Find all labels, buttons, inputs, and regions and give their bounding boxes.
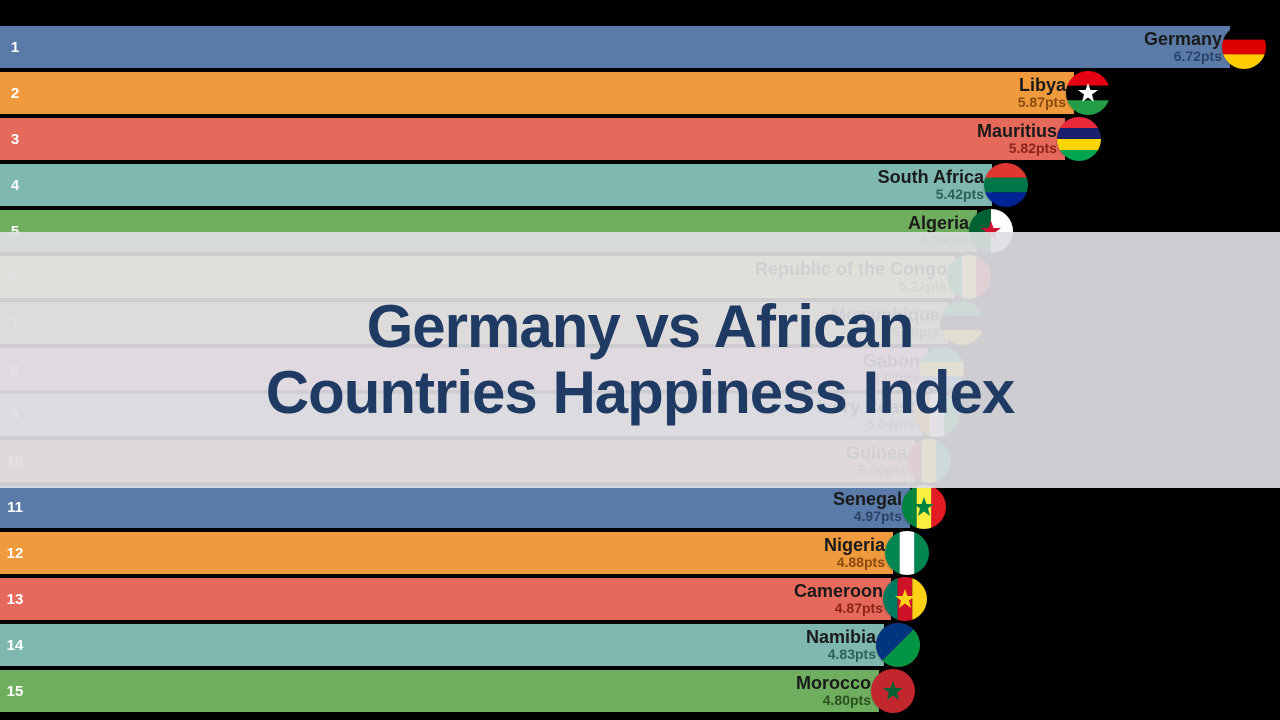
- rank-badge: 1: [0, 26, 30, 68]
- bar: Libya 5.87pts: [30, 72, 1074, 114]
- rank-badge: 15: [0, 670, 30, 712]
- bar-row: 2 Libya 5.87pts: [0, 72, 1074, 114]
- bar-label: Nigeria 4.88pts: [824, 536, 885, 570]
- rank-badge: 3: [0, 118, 30, 160]
- flag-icon: [1222, 25, 1266, 69]
- rank-badge: 13: [0, 578, 30, 620]
- bar: Morocco 4.80pts: [30, 670, 879, 712]
- bar-label: Namibia 4.83pts: [806, 628, 876, 662]
- flag-icon: [1066, 71, 1110, 115]
- bar-label: Cameroon 4.87pts: [794, 582, 883, 616]
- bar-row: 11 Senegal 4.97pts: [0, 486, 910, 528]
- points-value: 5.82pts: [977, 141, 1057, 156]
- bar-chart-race: 1 Germany 6.72pts 2 Libya 5.87pts 3 Maur…: [0, 0, 1280, 720]
- country-name: Cameroon: [794, 582, 883, 601]
- chart-title: Germany vs AfricanCountries Happiness In…: [266, 294, 1015, 426]
- bar-row: 4 South Africa 5.42pts: [0, 164, 992, 206]
- bar-row: 3 Mauritius 5.82pts: [0, 118, 1065, 160]
- points-value: 4.83pts: [806, 647, 876, 662]
- bar-label: Mauritius 5.82pts: [977, 122, 1057, 156]
- bar-row: 13 Cameroon 4.87pts: [0, 578, 891, 620]
- country-name: Nigeria: [824, 536, 885, 555]
- bar-label: South Africa 5.42pts: [878, 168, 984, 202]
- points-value: 5.42pts: [878, 187, 984, 202]
- country-name: Germany: [1144, 30, 1222, 49]
- rank-badge: 14: [0, 624, 30, 666]
- points-value: 5.87pts: [1018, 95, 1066, 110]
- country-name: South Africa: [878, 168, 984, 187]
- bar: Cameroon 4.87pts: [30, 578, 891, 620]
- flag-icon: [902, 485, 946, 529]
- bar-row: 14 Namibia 4.83pts: [0, 624, 884, 666]
- rank-badge: 12: [0, 532, 30, 574]
- country-name: Libya: [1018, 76, 1066, 95]
- points-value: 4.87pts: [794, 601, 883, 616]
- bar-row: 1 Germany 6.72pts: [0, 26, 1230, 68]
- rank-badge: 11: [0, 486, 30, 528]
- points-value: 6.72pts: [1144, 49, 1222, 64]
- flag-icon: [871, 669, 915, 713]
- bar-label: Libya 5.87pts: [1018, 76, 1066, 110]
- bar: Germany 6.72pts: [30, 26, 1230, 68]
- flag-icon: [883, 577, 927, 621]
- points-value: 4.80pts: [796, 693, 871, 708]
- bar-label: Morocco 4.80pts: [796, 674, 871, 708]
- bar: Senegal 4.97pts: [30, 486, 910, 528]
- points-value: 4.97pts: [833, 509, 902, 524]
- country-name: Namibia: [806, 628, 876, 647]
- bar: Nigeria 4.88pts: [30, 532, 893, 574]
- bar-label: Germany 6.72pts: [1144, 30, 1222, 64]
- rank-badge: 2: [0, 72, 30, 114]
- flag-icon: [876, 623, 920, 667]
- flag-icon: [984, 163, 1028, 207]
- points-value: 4.88pts: [824, 555, 885, 570]
- bar-row: 15 Morocco 4.80pts: [0, 670, 879, 712]
- bar: South Africa 5.42pts: [30, 164, 992, 206]
- country-name: Senegal: [833, 490, 902, 509]
- rank-badge: 4: [0, 164, 30, 206]
- country-name: Algeria: [908, 214, 969, 233]
- bar: Namibia 4.83pts: [30, 624, 884, 666]
- bar-label: Senegal 4.97pts: [833, 490, 902, 524]
- bar: Mauritius 5.82pts: [30, 118, 1065, 160]
- bar-row: 12 Nigeria 4.88pts: [0, 532, 893, 574]
- flag-icon: [885, 531, 929, 575]
- flag-icon: [1057, 117, 1101, 161]
- title-overlay: Germany vs AfricanCountries Happiness In…: [0, 232, 1280, 488]
- country-name: Morocco: [796, 674, 871, 693]
- country-name: Mauritius: [977, 122, 1057, 141]
